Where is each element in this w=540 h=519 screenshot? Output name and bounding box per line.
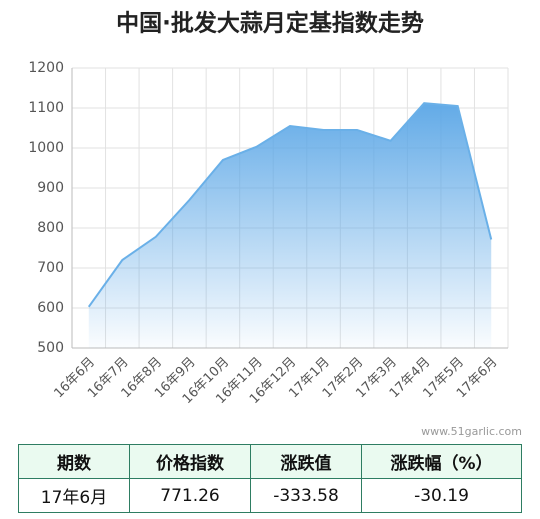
cell: -30.19 (361, 478, 522, 513)
y-tick-label: 500 (37, 340, 64, 356)
y-tick-label: 900 (37, 180, 64, 196)
y-tick-label: 700 (37, 260, 64, 276)
cell: 17年6月 (18, 478, 130, 513)
summary-table: 期数 价格指数 涨跌值 涨跌幅（%） 17年6月 771.26 -333.58 … (18, 444, 522, 513)
cell: 771.26 (129, 478, 251, 513)
y-tick-label: 1200 (28, 60, 64, 76)
header-cell: 涨跌幅（%） (361, 444, 522, 479)
area (88, 103, 492, 348)
line (87, 102, 493, 308)
table-header: 期数 价格指数 涨跌值 涨跌幅（%） (18, 444, 522, 479)
y-tick-label: 1100 (28, 100, 64, 116)
chart-title: 中国·批发大蒜月定基指数走势 (116, 10, 424, 37)
header-cell: 期数 (18, 444, 130, 479)
y-tick-label: 600 (37, 300, 64, 316)
watermark: www.51garlic.com (421, 425, 522, 438)
header-cell: 价格指数 (129, 444, 251, 479)
header-cell: 涨跌值 (250, 444, 362, 479)
cell: -333.58 (250, 478, 362, 513)
y-tick-label: 800 (37, 220, 64, 236)
y-tick-label: 1000 (28, 140, 64, 156)
table-row: 17年6月 771.26 -333.58 -30.19 (18, 478, 522, 513)
chart: 中国·批发大蒜月定基指数走势 www.51garlic.com 500 600 70… (28, 10, 522, 439)
